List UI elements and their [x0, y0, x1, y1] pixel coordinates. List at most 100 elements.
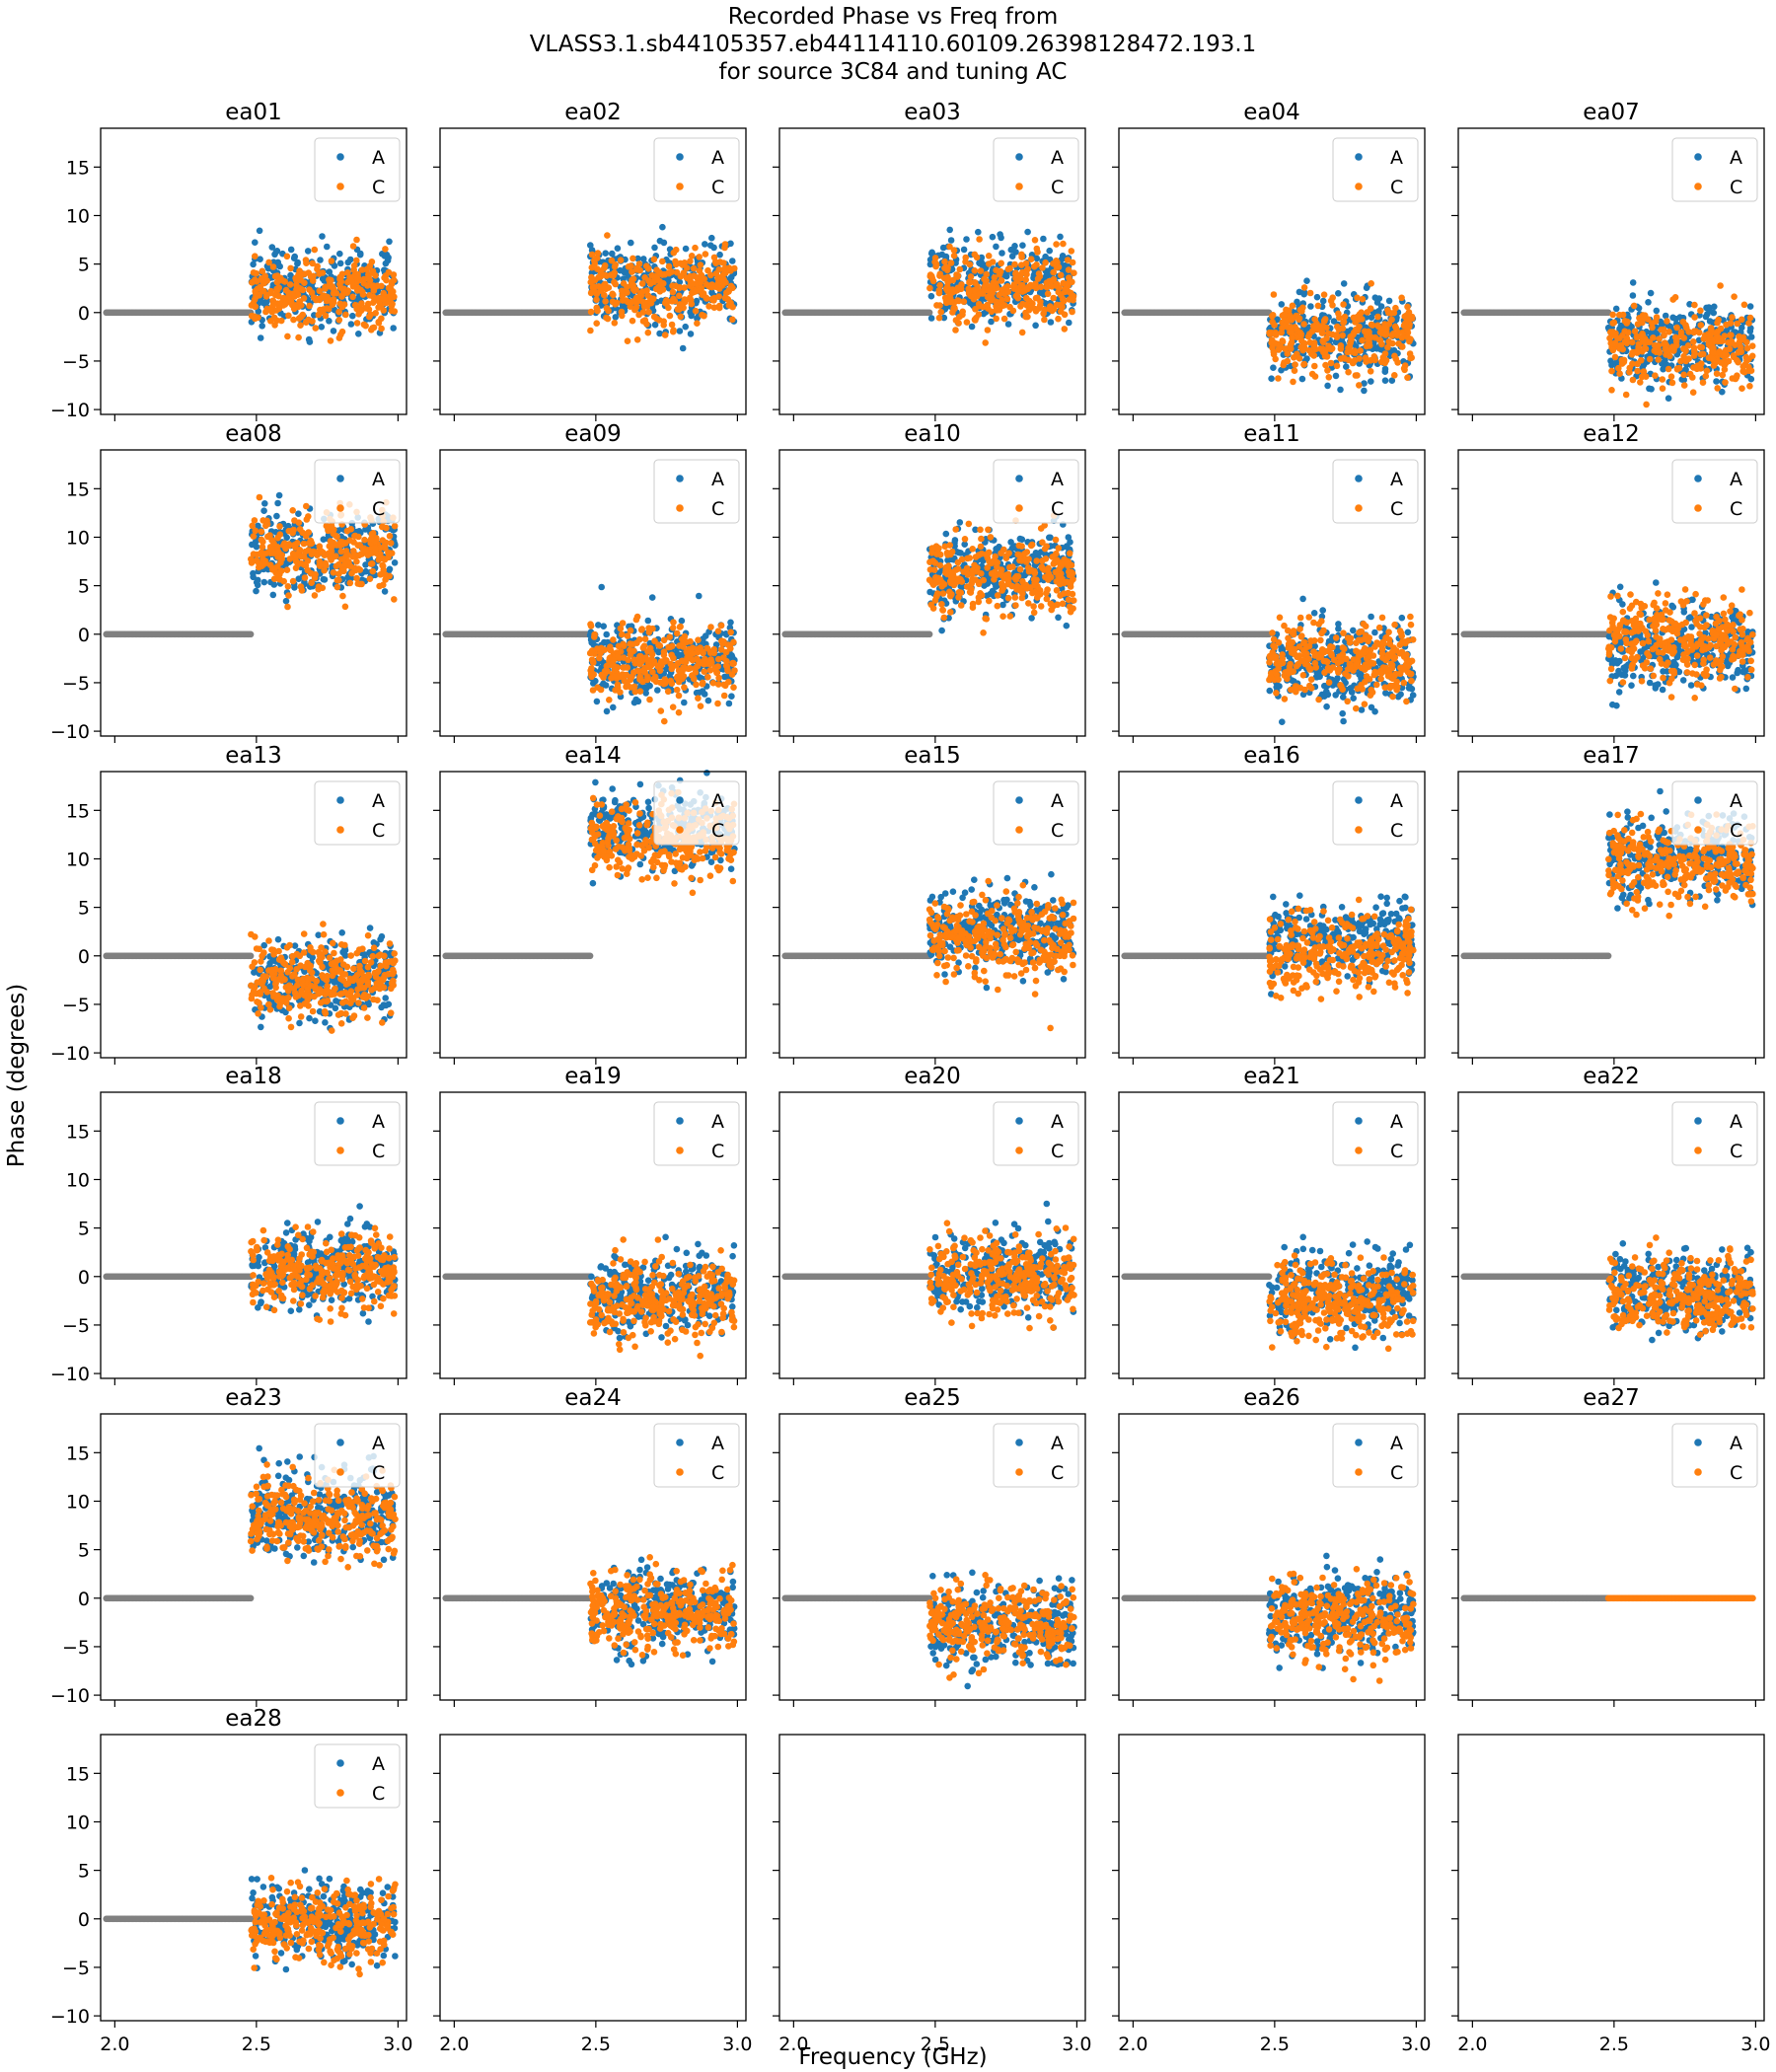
point-A: [381, 588, 389, 595]
point-C: [1629, 338, 1636, 346]
point-C: [358, 300, 365, 307]
legend-label-C: C: [1390, 177, 1403, 198]
legend-frame: [314, 459, 401, 524]
point-C: [1371, 333, 1379, 341]
point-C: [702, 251, 709, 258]
point-C: [389, 300, 396, 308]
point-C: [353, 574, 360, 582]
point-A: [630, 699, 638, 706]
point-C: [1398, 294, 1405, 302]
point-C: [281, 278, 289, 285]
point-C: [1389, 330, 1397, 337]
point-C: [259, 277, 266, 284]
point-C: [986, 287, 994, 294]
point-C: [619, 287, 626, 295]
data-points: [442, 583, 738, 725]
point-C: [949, 276, 957, 284]
point-C: [1669, 296, 1676, 303]
point-C: [1728, 337, 1736, 345]
point-C: [1610, 319, 1618, 327]
data-points: [1121, 277, 1417, 395]
point-A: [318, 324, 326, 331]
point-C: [672, 258, 679, 265]
point-C: [601, 271, 608, 278]
legend-marker-C: [336, 183, 344, 190]
point-C: [273, 285, 280, 293]
point-C: [1041, 316, 1048, 324]
point-C: [646, 696, 653, 703]
point-C: [1290, 378, 1296, 386]
point-A: [1324, 382, 1331, 390]
point-A: [728, 693, 735, 700]
point-C: [1367, 368, 1374, 375]
point-C: [346, 579, 354, 587]
point-C: [1673, 366, 1681, 373]
point-C: [951, 305, 958, 313]
point-C: [725, 302, 733, 309]
point-C: [1050, 268, 1057, 276]
point-C: [283, 253, 291, 260]
point-C: [1270, 291, 1278, 298]
point-C: [1629, 376, 1637, 384]
point-C: [1352, 372, 1360, 379]
point-A: [1361, 387, 1368, 395]
point-C: [1392, 355, 1400, 363]
point-C: [1337, 342, 1345, 349]
point-C: [1291, 367, 1298, 375]
flagged-point: [247, 630, 255, 638]
point-C: [1266, 329, 1273, 336]
point-C: [312, 325, 320, 332]
point-C: [660, 280, 667, 287]
point-C: [259, 538, 266, 546]
point-C: [1739, 363, 1746, 370]
point-C: [1347, 339, 1354, 347]
point-C: [1642, 373, 1650, 381]
point-C: [354, 274, 362, 281]
point-C: [1000, 315, 1008, 323]
point-C: [1295, 316, 1302, 324]
point-A: [1385, 297, 1393, 305]
legend: AC: [653, 137, 740, 202]
point-C: [1702, 372, 1710, 380]
data-points: [103, 227, 399, 345]
point-C: [275, 277, 283, 284]
point-A: [1713, 378, 1720, 385]
point-C: [611, 263, 619, 270]
point-A: [687, 331, 695, 337]
point-C: [604, 315, 612, 323]
point-A: [1319, 297, 1327, 305]
point-C: [258, 528, 265, 536]
point-C: [937, 308, 944, 316]
point-C: [1352, 326, 1360, 333]
point-C: [1738, 316, 1745, 324]
point-C: [593, 296, 600, 304]
point-C: [588, 656, 596, 663]
point-C: [1299, 304, 1306, 312]
point-C: [704, 673, 711, 681]
point-C: [1398, 333, 1406, 341]
point-C: [315, 311, 323, 319]
point-C: [993, 315, 999, 323]
point-C: [250, 551, 258, 557]
legend-label-A: A: [372, 147, 385, 169]
point-C: [262, 308, 269, 316]
point-C: [989, 259, 997, 265]
point-C: [1711, 360, 1719, 367]
point-C: [1289, 314, 1295, 322]
point-C: [270, 540, 277, 547]
point-C: [282, 545, 289, 553]
point-A: [1747, 333, 1755, 340]
point-C: [644, 292, 652, 299]
point-C: [1050, 259, 1057, 267]
point-C: [1346, 346, 1353, 354]
point-C: [353, 557, 360, 565]
point-C: [1608, 387, 1615, 394]
point-C: [280, 577, 288, 585]
point-C: [724, 296, 732, 303]
point-C: [1622, 391, 1630, 399]
legend-marker-A: [336, 475, 344, 482]
point-C: [1060, 240, 1067, 248]
point-C: [1275, 345, 1283, 353]
point-C: [361, 536, 368, 544]
